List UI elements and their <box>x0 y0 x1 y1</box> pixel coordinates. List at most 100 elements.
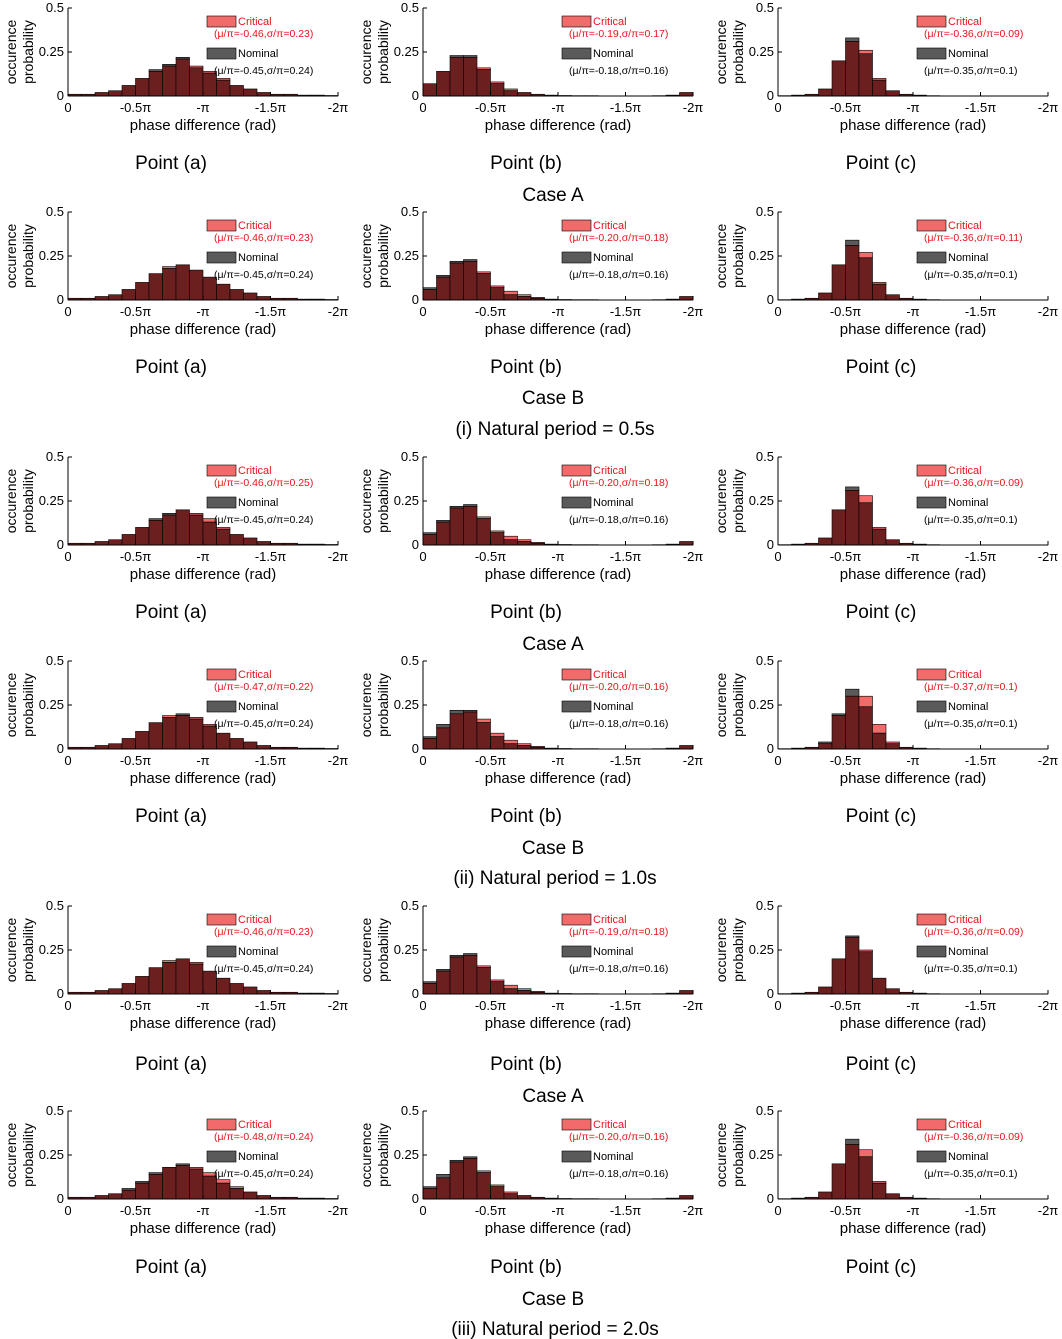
x-tick-label: -2π <box>328 753 349 768</box>
histogram-panel-4-a: 0 0.25 0.5 0 -0.5π -π -1.5π -2π occurence probabi… <box>3 653 348 787</box>
x-axis-label: phase difference (rad) <box>130 321 276 338</box>
legend-critical-label: Critical <box>238 914 272 926</box>
overlap-bar-5 <box>135 731 150 750</box>
overlap-bar-6 <box>148 1174 163 1200</box>
histogram-panel-4-c: 0 0.25 0.5 0 -0.5π -π -1.5π -2π occurence probabi… <box>713 653 1058 787</box>
overlap-bar-4 <box>121 289 136 301</box>
y-tick-label: 0.5 <box>46 898 64 913</box>
legend-nominal-label: Nominal <box>238 497 278 509</box>
overlap-bar-4 <box>831 715 846 750</box>
overlap-bar-13 <box>243 986 258 995</box>
x-tick-label: 0 <box>774 753 781 768</box>
period-label: (ii) Natural period = 1.0s <box>453 868 656 889</box>
legend-critical-swatch <box>561 464 592 477</box>
overlap-bar-8 <box>175 715 190 750</box>
overlap-bar-9 <box>189 67 204 97</box>
histogram-panel-3-c: 0 0.25 0.5 0 -0.5π -π -1.5π -2π occurence probabi… <box>713 449 1058 583</box>
overlap-bar-8 <box>885 294 900 301</box>
x-tick-label: -2π <box>1038 753 1059 768</box>
y-tick-label: 0 <box>412 292 419 307</box>
y-tick-label: 0 <box>57 88 64 103</box>
y-tick-label: 0.25 <box>39 1147 64 1162</box>
x-tick-label: -2π <box>683 753 704 768</box>
overlap-bar-6 <box>858 951 873 995</box>
legend-critical-swatch <box>916 1118 947 1131</box>
y-axis-label-line2: probability <box>730 224 746 288</box>
legend-critical-label: Critical <box>948 220 982 232</box>
overlap-bar-6 <box>858 53 873 97</box>
y-tick-label: 0 <box>767 88 774 103</box>
overlap-bar-12 <box>229 738 244 750</box>
overlap-bar-14 <box>256 92 271 97</box>
overlap-bar-5 <box>845 245 860 301</box>
x-tick-label: -π <box>906 998 919 1013</box>
overlap-bar-8 <box>885 1193 900 1200</box>
y-tick-label: 0.25 <box>394 697 419 712</box>
y-axis-label-line1: occurence <box>713 917 729 982</box>
x-tick-label: -2π <box>1038 549 1059 564</box>
legend-critical-label: Critical <box>593 16 627 28</box>
x-tick-label: 0 <box>774 100 781 115</box>
overlap-bar-4 <box>831 60 846 97</box>
x-tick-label: -2π <box>328 1203 349 1218</box>
overlap-bar-5 <box>135 78 150 97</box>
legend-nominal-label: Nominal <box>238 252 278 264</box>
overlap-bar-5 <box>490 981 505 995</box>
histogram-panel-6-b: 0 0.25 0.5 0 -0.5π -π -1.5π -2π occurence probabi… <box>358 1103 703 1237</box>
y-tick-label: 0.25 <box>39 942 64 957</box>
critical-bar-11 <box>216 1179 231 1184</box>
overlap-bar-4 <box>476 967 491 995</box>
legend-critical-swatch <box>561 1118 592 1131</box>
overlap-bar-7 <box>162 514 177 546</box>
legend-nominal-label: Nominal <box>593 1151 633 1163</box>
period-label: (i) Natural period = 0.5s <box>455 419 654 440</box>
overlap-bar-11 <box>216 283 231 301</box>
legend-nominal-stat: (μ/π=-0.35,σ/π=0.1) <box>924 514 1018 526</box>
y-axis-label-line1: occurence <box>3 1122 19 1187</box>
overlap-bar-4 <box>831 958 846 995</box>
overlap-bar-7 <box>517 541 532 546</box>
legend-critical-swatch <box>561 15 592 28</box>
legend-critical-stat: (μ/π=-0.37,σ/π=0.1) <box>924 681 1018 693</box>
y-tick-label: 0.25 <box>394 248 419 263</box>
y-tick-label: 0.25 <box>749 44 774 59</box>
x-tick-label: 0 <box>419 100 426 115</box>
critical-bar-6 <box>858 252 873 259</box>
overlap-bar-5 <box>845 41 860 97</box>
legend-critical-stat: (μ/π=-0.20,σ/π=0.16) <box>569 1131 668 1143</box>
legend-nominal-stat: (μ/π=-0.18,σ/π=0.16) <box>569 1168 668 1180</box>
x-tick-label: 0 <box>64 100 71 115</box>
overlap-bar-4 <box>476 273 491 301</box>
overlap-bar-5 <box>135 282 150 301</box>
y-tick-label: 0.5 <box>46 204 64 219</box>
legend-critical-stat: (μ/π=-0.46,σ/π=0.23) <box>214 926 313 938</box>
case-label: Case B <box>522 1289 584 1310</box>
overlap-bar-8 <box>175 958 190 995</box>
legend-critical-label: Critical <box>593 1119 627 1131</box>
x-axis-label: phase difference (rad) <box>130 117 276 134</box>
overlap-bar-2 <box>449 507 464 546</box>
point-label: Point (a) <box>135 153 207 174</box>
x-tick-label: -1.5π <box>255 753 286 768</box>
point-label: Point (c) <box>846 602 917 623</box>
x-tick-label: 0 <box>419 998 426 1013</box>
y-axis-label-line1: occurence <box>713 672 729 737</box>
y-tick-label: 0 <box>767 292 774 307</box>
overlap-bar-3 <box>463 56 478 97</box>
overlap-bar-19 <box>679 990 694 995</box>
y-axis-label-line1: occurence <box>358 1122 374 1187</box>
y-tick-label: 0 <box>412 88 419 103</box>
legend-critical-stat: (μ/π=-0.19,σ/π=0.18) <box>569 926 668 938</box>
y-tick-label: 0 <box>767 986 774 1001</box>
legend-critical-label: Critical <box>238 1119 272 1131</box>
legend-critical-swatch <box>206 668 237 681</box>
legend-nominal-label: Nominal <box>238 1151 278 1163</box>
legend-nominal-label: Nominal <box>593 701 633 713</box>
critical-bar-5 <box>490 732 505 737</box>
y-axis-label-line2: probability <box>20 673 36 737</box>
y-tick-label: 0.25 <box>39 493 64 508</box>
y-axis-label-line2: probability <box>375 1123 391 1187</box>
overlap-bar-5 <box>490 736 505 750</box>
overlap-bar-12 <box>229 534 244 546</box>
overlap-bar-0 <box>422 983 437 995</box>
